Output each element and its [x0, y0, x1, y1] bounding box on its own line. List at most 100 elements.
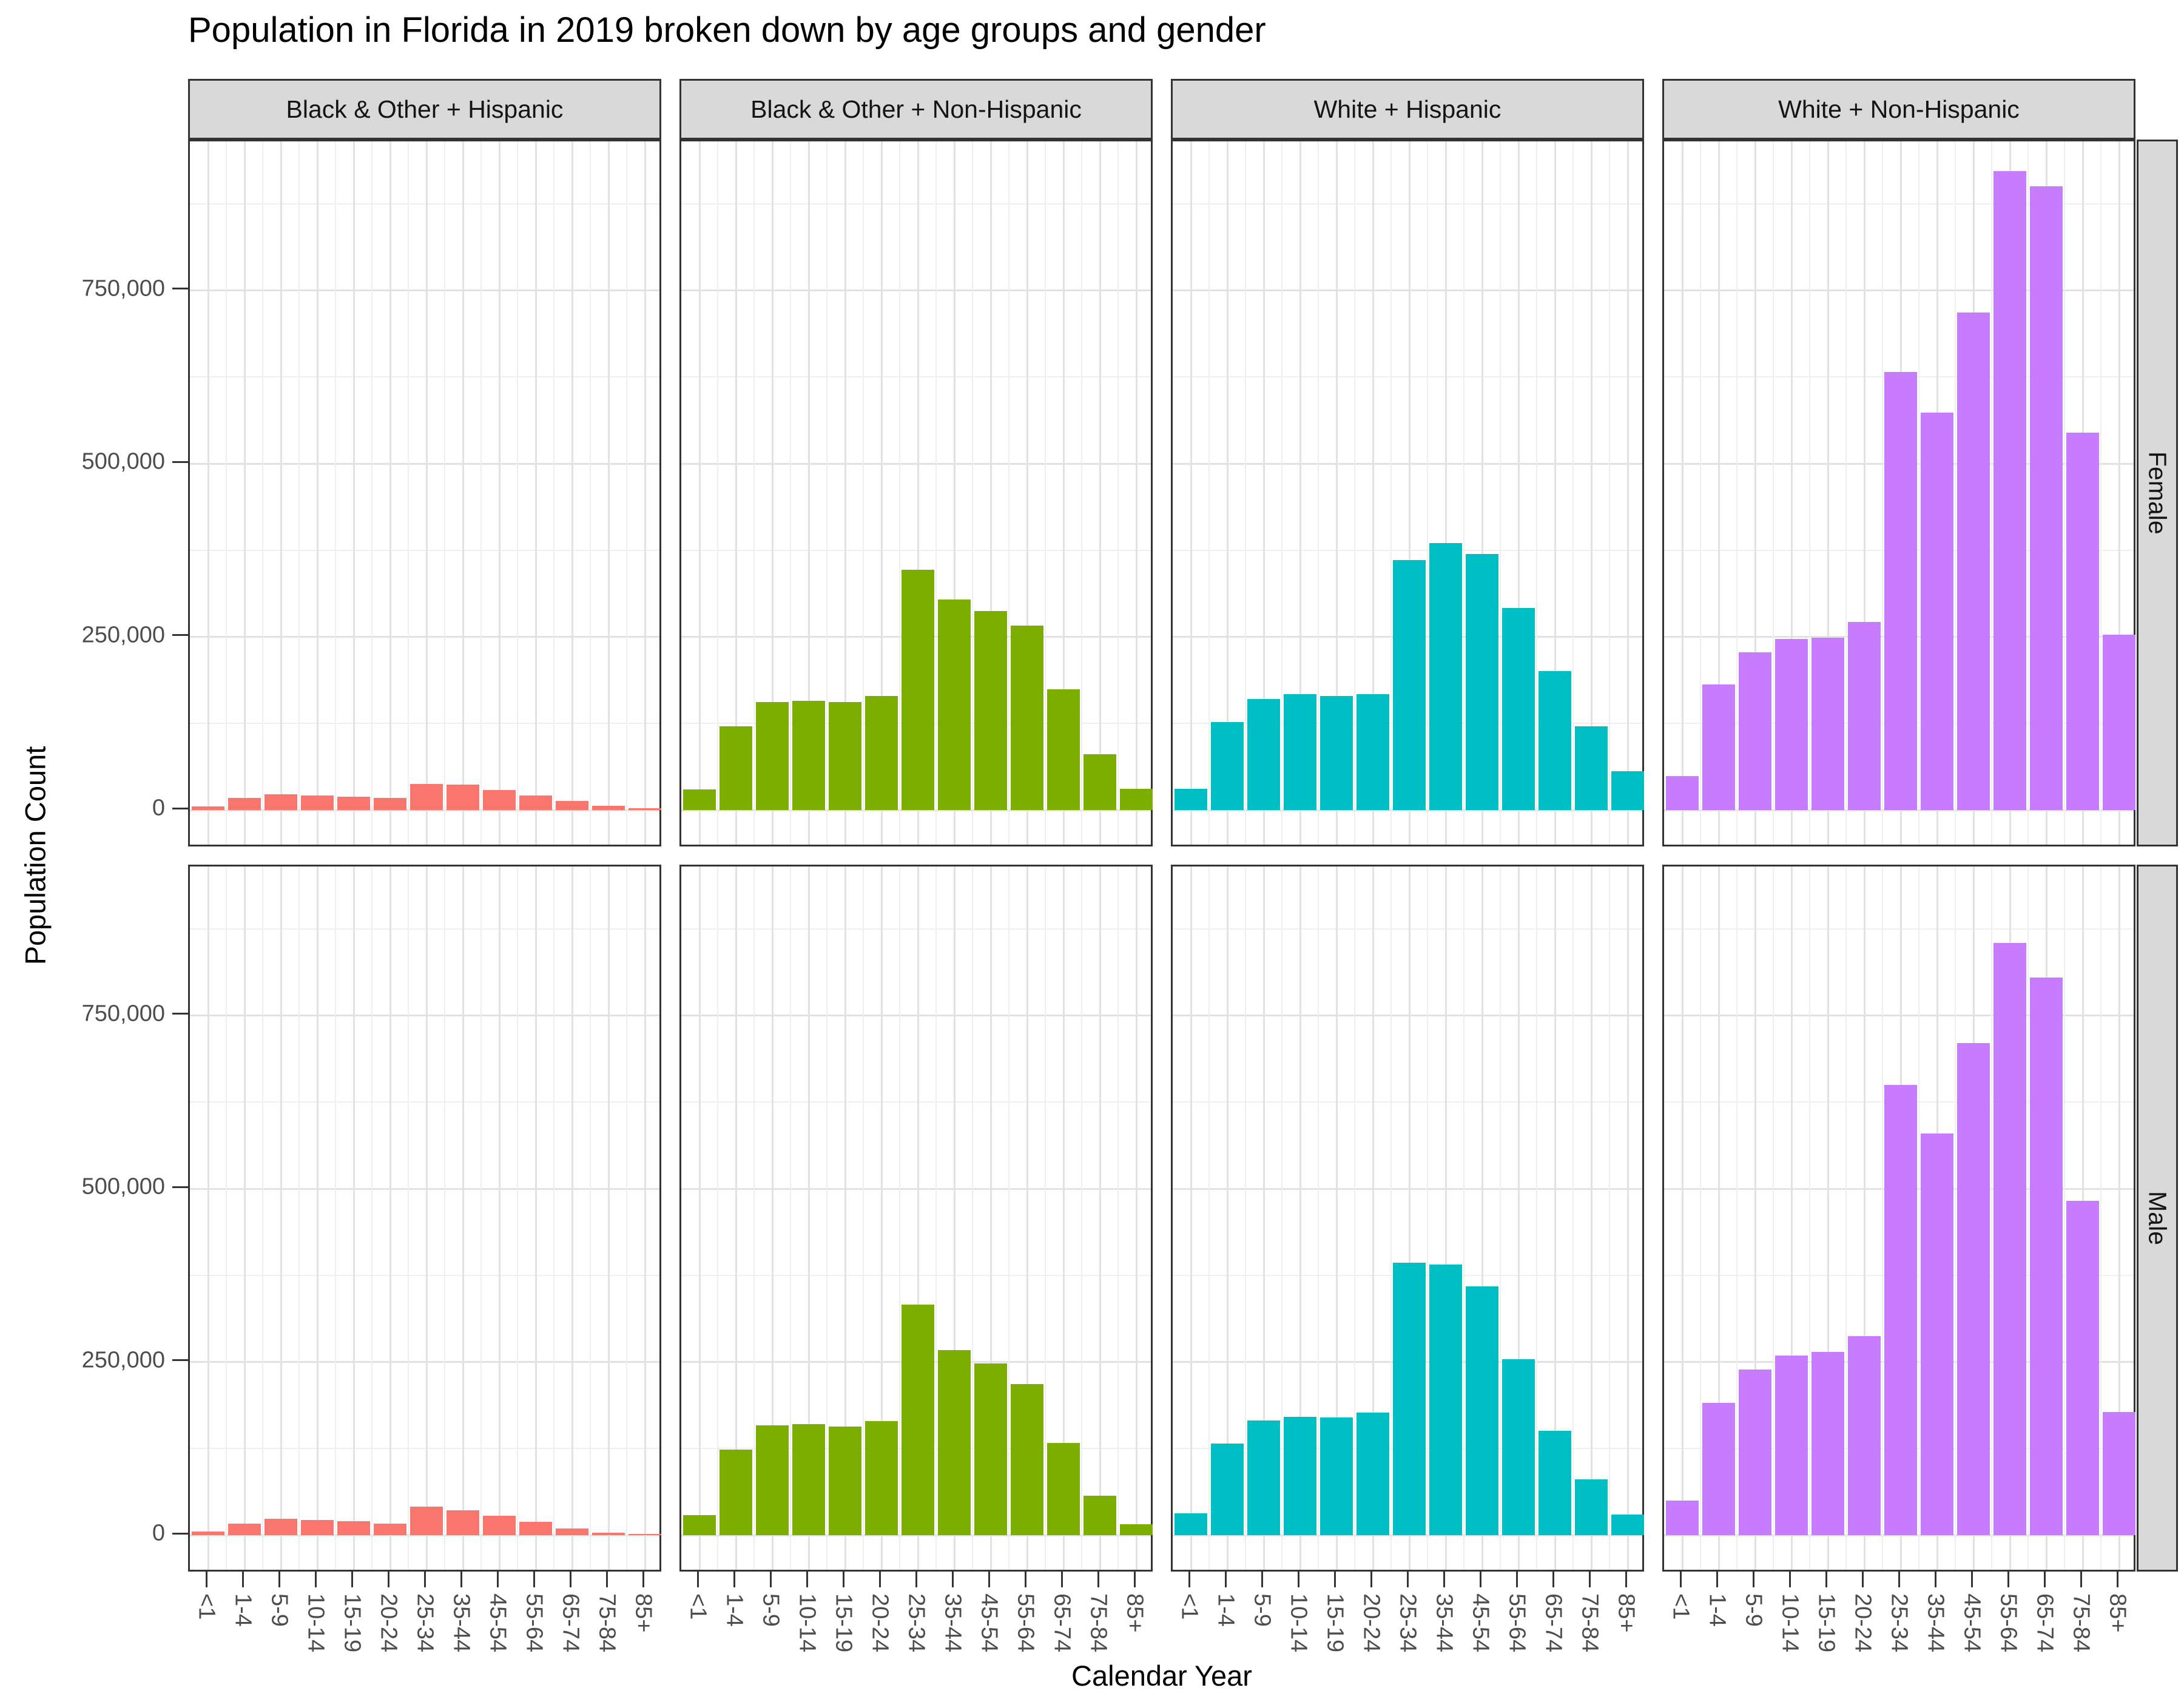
- gridline-major-v: [953, 866, 956, 1570]
- gridline-minor-v: [1572, 141, 1574, 845]
- bar: [2103, 635, 2135, 811]
- gridline-minor-v: [1245, 141, 1246, 845]
- gridline-minor-v: [1882, 141, 1883, 845]
- gridline-major-v: [498, 141, 500, 845]
- bar: [756, 702, 789, 811]
- gridline-major-v: [1262, 866, 1265, 1570]
- gridline-minor-v: [517, 141, 518, 845]
- x-tick-label: 25-34: [412, 1593, 438, 1653]
- gridline-minor-v: [972, 141, 973, 845]
- gridline-major-h: [681, 1015, 1151, 1017]
- gridline-major-h: [681, 462, 1151, 465]
- gridline-minor-v: [1318, 866, 1319, 1570]
- bar: [829, 1426, 861, 1536]
- bar: [1502, 607, 1535, 811]
- x-tick: [2116, 1572, 2118, 1587]
- gridline-major-v: [243, 141, 246, 845]
- gridline-major-v: [735, 141, 737, 845]
- gridline-major-v: [498, 866, 500, 1570]
- gridline-major-h: [681, 1534, 1151, 1536]
- x-tick-label: 10-14: [1286, 1593, 1312, 1653]
- bar: [1247, 699, 1280, 811]
- x-tick-label: 5-9: [1741, 1593, 1767, 1627]
- gridline-major-v: [243, 866, 246, 1570]
- x-tick: [1060, 1572, 1063, 1587]
- x-tick-label: 65-74: [1540, 1593, 1566, 1653]
- gridline-minor-v: [1318, 141, 1319, 845]
- bar: [1921, 412, 1953, 811]
- x-tick: [1625, 1572, 1627, 1587]
- x-tick: [314, 1572, 317, 1587]
- gridline-major-v: [1790, 866, 1793, 1570]
- bar: [792, 1424, 825, 1536]
- bar: [1393, 559, 1426, 811]
- x-tick-label: 85+: [1613, 1593, 1639, 1633]
- gridline-minor-v: [590, 141, 591, 845]
- gridline-minor-v: [935, 866, 937, 1570]
- gridline-minor-v: [753, 866, 755, 1570]
- facet-column-strip: White + Non-Hispanic: [1662, 79, 2135, 140]
- x-tick: [387, 1572, 389, 1587]
- gridline-major-v: [316, 866, 318, 1570]
- gridline-major-h: [1664, 1015, 2134, 1017]
- x-tick: [642, 1572, 644, 1587]
- bar: [1812, 1351, 1844, 1536]
- chart-title: Population in Florida in 2019 broken dow…: [188, 10, 1266, 50]
- y-tick: [172, 288, 188, 290]
- bar: [1429, 543, 1462, 811]
- gridline-major-h: [1173, 1187, 1642, 1190]
- gridline-minor-v: [1281, 866, 1282, 1570]
- gridline-minor-h: [681, 376, 1151, 378]
- gridline-minor-v: [1427, 866, 1428, 1570]
- x-tick: [1406, 1572, 1409, 1587]
- y-tick-label: 500,000: [81, 1174, 165, 1200]
- facet-column-strip: White + Hispanic: [1171, 79, 1644, 140]
- gridline-minor-v: [972, 866, 973, 1570]
- gridline-major-v: [917, 866, 919, 1570]
- x-tick: [1097, 1572, 1099, 1587]
- y-tick-label: 250,000: [81, 1347, 165, 1373]
- x-tick: [460, 1572, 462, 1587]
- x-tick-label: 75-84: [1577, 1593, 1603, 1653]
- x-tick: [1261, 1572, 1263, 1587]
- gridline-minor-v: [480, 141, 482, 845]
- x-tick-label: 15-19: [339, 1593, 365, 1653]
- bar: [756, 1425, 789, 1536]
- bar: [301, 795, 334, 811]
- gridline-major-h: [1173, 809, 1642, 811]
- x-tick: [2080, 1572, 2082, 1587]
- gridline-minor-v: [1882, 866, 1883, 1570]
- bar: [1884, 1084, 1917, 1536]
- facet-panel: [188, 140, 661, 846]
- gridline-minor-h: [1173, 1101, 1642, 1103]
- y-tick: [172, 461, 188, 463]
- gridline-minor-v: [935, 141, 937, 845]
- gridline-major-v: [534, 866, 537, 1570]
- bar: [1739, 1370, 1771, 1536]
- bar: [374, 1523, 406, 1536]
- bar: [447, 784, 479, 811]
- gridline-major-v: [1262, 141, 1265, 845]
- gridline-minor-v: [517, 866, 518, 1570]
- gridline-major-v: [771, 141, 774, 845]
- x-tick-label: 75-84: [1085, 1593, 1111, 1653]
- gridline-minor-h: [190, 203, 659, 204]
- gridline-major-v: [1554, 141, 1556, 845]
- gridline-major-v: [1681, 866, 1684, 1570]
- y-tick-label: 750,000: [81, 1001, 165, 1027]
- gridline-major-v: [771, 866, 774, 1570]
- gridline-minor-v: [1991, 866, 1992, 1570]
- gridline-minor-v: [444, 866, 445, 1570]
- x-tick: [1297, 1572, 1299, 1587]
- bar: [592, 1532, 625, 1536]
- x-tick-label: 45-54: [1959, 1593, 1985, 1653]
- x-axis-title: Calendar Year: [1071, 1660, 1252, 1692]
- bar: [1011, 1384, 1043, 1536]
- x-tick-label: 25-34: [1886, 1593, 1912, 1653]
- bar: [556, 1528, 588, 1536]
- gridline-major-v: [844, 866, 846, 1570]
- x-tick-label: 10-14: [1777, 1593, 1803, 1653]
- x-tick-label: 55-64: [1013, 1593, 1039, 1653]
- bar: [2066, 1200, 2099, 1536]
